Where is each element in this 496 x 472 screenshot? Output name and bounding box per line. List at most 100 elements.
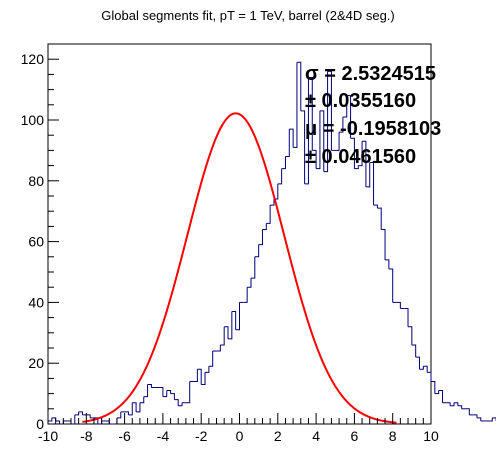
histogram-bin: [78, 411, 83, 415]
histogram-bin: [159, 387, 164, 397]
histogram-bin: [59, 420, 64, 425]
histogram-bin: [316, 110, 321, 170]
histogram-bin: [243, 287, 248, 303]
histogram-bin: [434, 390, 440, 395]
y-tick-label: 120: [21, 51, 45, 67]
histogram-bin: [231, 311, 237, 330]
histogram-bin: [247, 278, 252, 288]
histogram-bin: [74, 411, 80, 416]
histogram-bin: [266, 205, 271, 224]
histogram-bin: [254, 244, 260, 258]
histogram-bin: [162, 390, 168, 398]
histogram-bin: [86, 414, 91, 418]
histogram-bin: [293, 62, 298, 148]
histogram-bin: [465, 408, 470, 415]
stat-mu-error: ± 0.0461560: [305, 146, 416, 168]
histogram-bin: [312, 149, 317, 169]
histogram-bin: [300, 110, 306, 184]
histogram-bin: [339, 116, 344, 133]
x-tick-label: -8: [80, 428, 93, 444]
histogram-bin: [377, 207, 382, 230]
histogram-bin: [147, 383, 152, 388]
histogram-bin: [289, 128, 294, 148]
histogram-bin: [55, 420, 60, 424]
histogram-bin: [385, 259, 390, 269]
histogram-bin: [304, 77, 309, 185]
chart-title: Global segments fit, pT = 1 TeV, barrel …: [101, 8, 395, 23]
histogram-bin: [411, 344, 417, 358]
histogram-bin: [450, 402, 455, 407]
histogram-bin: [51, 417, 57, 421]
histogram-bin: [170, 393, 175, 400]
y-tick-label: 40: [28, 294, 44, 310]
histogram-bin: [185, 381, 191, 404]
histogram-bin: [453, 402, 459, 406]
histogram-bin: [250, 256, 256, 279]
histogram-bin: [319, 110, 325, 172]
fit-stats: σ = 2.5324515 ± 0.0355160 μ = -0.1958103…: [305, 63, 441, 168]
histogram-bin: [415, 356, 421, 370]
histogram-bin: [132, 402, 137, 412]
histogram-bin: [365, 162, 371, 188]
histogram-bin: [197, 368, 202, 385]
histogram-bin: [423, 365, 428, 373]
histogram-bin: [113, 417, 118, 425]
x-tick-label: 2: [274, 428, 282, 444]
histogram-bin: [473, 414, 478, 418]
histogram-bin: [277, 168, 283, 185]
histogram-bin: [285, 129, 290, 157]
histogram-bin: [281, 156, 286, 170]
x-tick-label: 6: [351, 428, 359, 444]
x-tick-label: -4: [157, 428, 170, 444]
histogram-bin: [346, 95, 352, 139]
x-axis: -10 -8 -6 -4 -2 0 2 4 6 8 10: [38, 413, 439, 444]
x-tick-label: -10: [38, 428, 58, 444]
x-tick-label: 8: [389, 428, 397, 444]
histogram-bin: [457, 405, 463, 409]
x-tick-label: -2: [195, 428, 208, 444]
y-tick-label: 0: [36, 416, 44, 432]
histogram-bin: [193, 369, 198, 382]
x-tick-label: -6: [118, 428, 131, 444]
histogram-bin: [492, 417, 496, 421]
histogram-bin: [323, 71, 329, 173]
histogram-bin: [358, 141, 363, 167]
histogram-bin: [446, 402, 451, 406]
histogram-bin: [438, 390, 443, 403]
histogram-bin: [388, 268, 394, 303]
histogram-bin: [427, 371, 432, 382]
stat-sigma-error: ± 0.0355160: [305, 90, 416, 112]
x-tick-label: 0: [236, 428, 244, 444]
histogram-bin: [373, 204, 378, 209]
histogram-bin: [136, 402, 141, 413]
histogram-bin: [205, 366, 210, 373]
histogram-bin: [224, 326, 229, 339]
histogram-bin: [235, 302, 240, 331]
histogram-bin: [270, 199, 275, 206]
histogram-bin: [258, 229, 263, 246]
histogram-bin: [128, 402, 133, 416]
histogram-bin: [220, 326, 225, 346]
histogram-bin: [70, 414, 76, 425]
histogram-bin: [124, 411, 129, 415]
histogram-bin: [97, 420, 103, 425]
gaussian-fit-curve: [82, 112, 397, 424]
plot-area: [47, 43, 496, 425]
x-tick-label: 4: [312, 428, 320, 444]
histogram-bin: [48, 417, 53, 422]
histogram-bin: [335, 132, 340, 151]
histogram-bin: [174, 399, 179, 406]
histogram-bin: [381, 228, 386, 260]
histogram-bin: [216, 344, 221, 352]
y-axis: 0 20 40 60 80 100 120: [21, 43, 59, 432]
histogram-bin: [488, 417, 493, 422]
histogram-bin: [404, 307, 409, 327]
histogram-bin: [327, 70, 332, 151]
histogram-bin: [354, 165, 359, 170]
histogram-bin: [166, 390, 172, 394]
stat-mu: μ = -0.1958103: [305, 118, 441, 140]
histogram-bin: [201, 372, 206, 385]
histogram-bin: [228, 311, 233, 340]
stat-sigma: σ = 2.5324515: [305, 63, 436, 85]
